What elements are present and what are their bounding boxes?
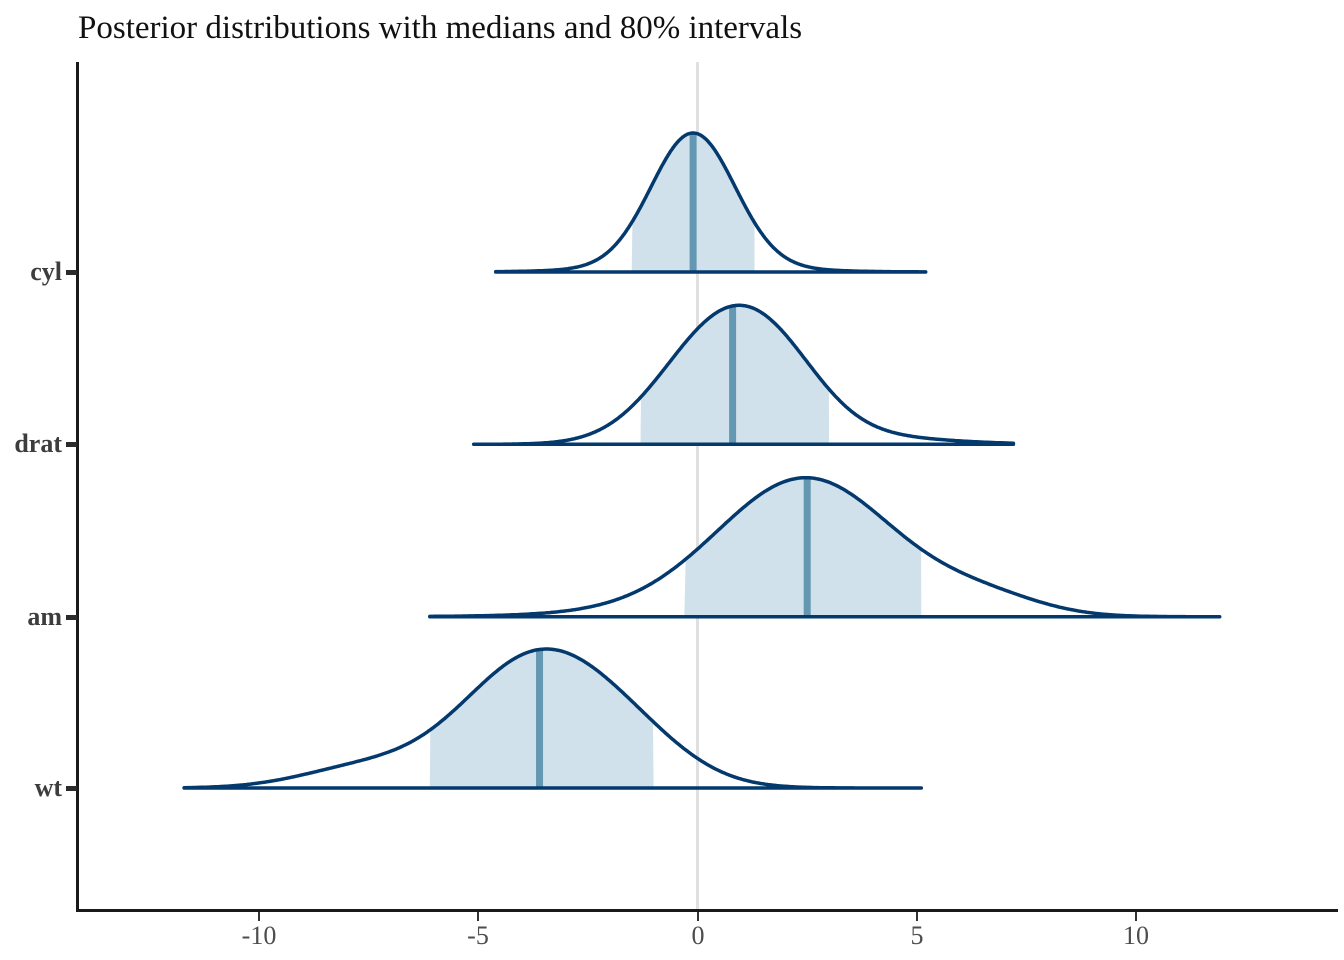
density-curve-cyl xyxy=(493,131,928,274)
y-axis-label-wt: wt xyxy=(34,773,62,802)
y-tick-mark-wt xyxy=(66,786,77,791)
x-tick-label-0: 0 xyxy=(691,921,705,950)
x-tick-label-10: 10 xyxy=(1123,921,1149,950)
x-tick-mark-10 xyxy=(1135,912,1137,921)
x-tick-mark-neg5 xyxy=(477,912,479,921)
x-tick-label-5: 5 xyxy=(910,921,924,950)
x-axis-line xyxy=(76,909,1338,912)
interval-band-am xyxy=(684,477,922,617)
x-tick-mark-neg10 xyxy=(258,912,260,921)
density-curve-am xyxy=(428,475,1222,619)
density-curve-wt xyxy=(182,647,924,790)
y-axis-label-cyl: cyl xyxy=(30,257,62,286)
x-tick-mark-5 xyxy=(916,912,918,921)
x-tick-label-neg5: -5 xyxy=(467,921,489,950)
y-axis-line xyxy=(76,62,79,912)
y-tick-mark-cyl xyxy=(66,270,77,275)
chart-title: Posterior distributions with medians and… xyxy=(78,10,803,46)
y-axis-label-am: am xyxy=(27,602,62,631)
density-curve-drat xyxy=(471,303,1016,447)
x-tick-mark-0 xyxy=(697,912,699,921)
y-axis-label-drat: drat xyxy=(14,429,62,458)
y-tick-mark-drat xyxy=(66,442,77,447)
x-tick-label-neg10: -10 xyxy=(241,921,277,950)
y-tick-mark-am xyxy=(66,615,77,620)
